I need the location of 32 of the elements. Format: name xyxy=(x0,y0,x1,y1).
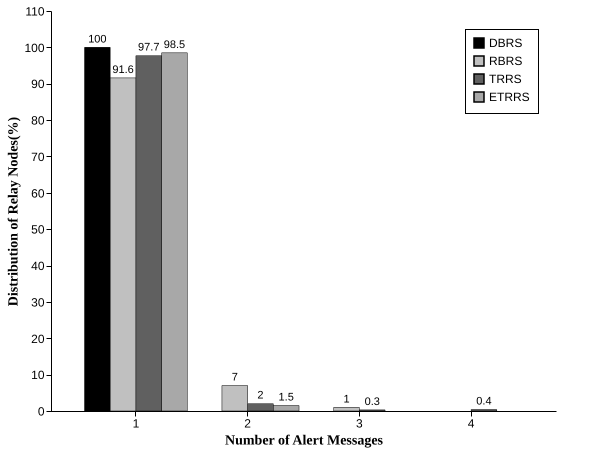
legend-label: ETRRS xyxy=(489,90,530,104)
x-tick-label: 3 xyxy=(356,416,364,430)
x-tick-label: 2 xyxy=(244,416,252,430)
y-tick-label: 110 xyxy=(25,4,45,18)
y-tick-label: 40 xyxy=(31,259,45,274)
data-label: 97.7 xyxy=(138,42,160,54)
y-tick-label: 70 xyxy=(31,150,45,164)
legend-label: DBRS xyxy=(489,36,522,50)
data-label: 100 xyxy=(88,33,107,46)
y-tick-label: 80 xyxy=(31,114,45,128)
data-label: 1 xyxy=(343,393,350,406)
y-tick-label: 20 xyxy=(31,332,45,346)
y-tick-label: 30 xyxy=(31,295,45,310)
data-label: 1.5 xyxy=(278,392,294,404)
legend-label: TRRS xyxy=(489,72,522,86)
x-axis-title: Number of Alert Messages xyxy=(225,434,384,448)
data-label: 7 xyxy=(232,372,238,384)
data-label: 98.5 xyxy=(164,38,186,51)
y-tick-label: 0 xyxy=(38,404,45,418)
y-tick-label: 10 xyxy=(31,368,45,382)
y-axis-title: Distribution of Relay Nodes(%) xyxy=(6,116,22,306)
y-tick-label: 90 xyxy=(31,77,45,92)
x-tick-label: 4 xyxy=(468,416,475,430)
data-label: 0.3 xyxy=(364,396,380,408)
y-tick-label: 60 xyxy=(31,186,45,200)
y-tick-label: 50 xyxy=(31,222,45,237)
x-tick-label: 1 xyxy=(132,416,140,430)
legend-label: RBRS xyxy=(489,54,522,68)
y-tick-label: 100 xyxy=(24,40,45,55)
data-label: 91.6 xyxy=(112,64,134,76)
data-label: 0.4 xyxy=(476,396,492,408)
data-label: 2 xyxy=(257,390,264,402)
